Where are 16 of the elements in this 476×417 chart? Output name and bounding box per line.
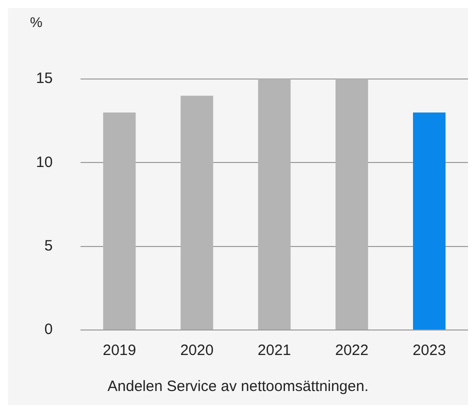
x-tick-label: 2021 xyxy=(258,342,292,360)
y-axis-title: % xyxy=(29,13,44,32)
x-tick-label: 2022 xyxy=(335,342,368,360)
y-tick-label: 5 xyxy=(44,237,53,254)
bar xyxy=(180,96,214,330)
x-tick-label: 2023 xyxy=(412,342,446,360)
y-tick-label: 15 xyxy=(36,70,53,88)
y-tick-label: 0 xyxy=(44,321,53,338)
y-tick-label: 10 xyxy=(36,154,53,171)
x-tick-label: 2020 xyxy=(180,342,214,360)
bar xyxy=(258,79,291,330)
x-tick-label: 2019 xyxy=(102,342,136,360)
bar xyxy=(413,112,446,330)
bar xyxy=(336,79,368,330)
text: Andelen Service av nettoomsättningen. xyxy=(106,377,370,397)
bar xyxy=(103,112,136,330)
